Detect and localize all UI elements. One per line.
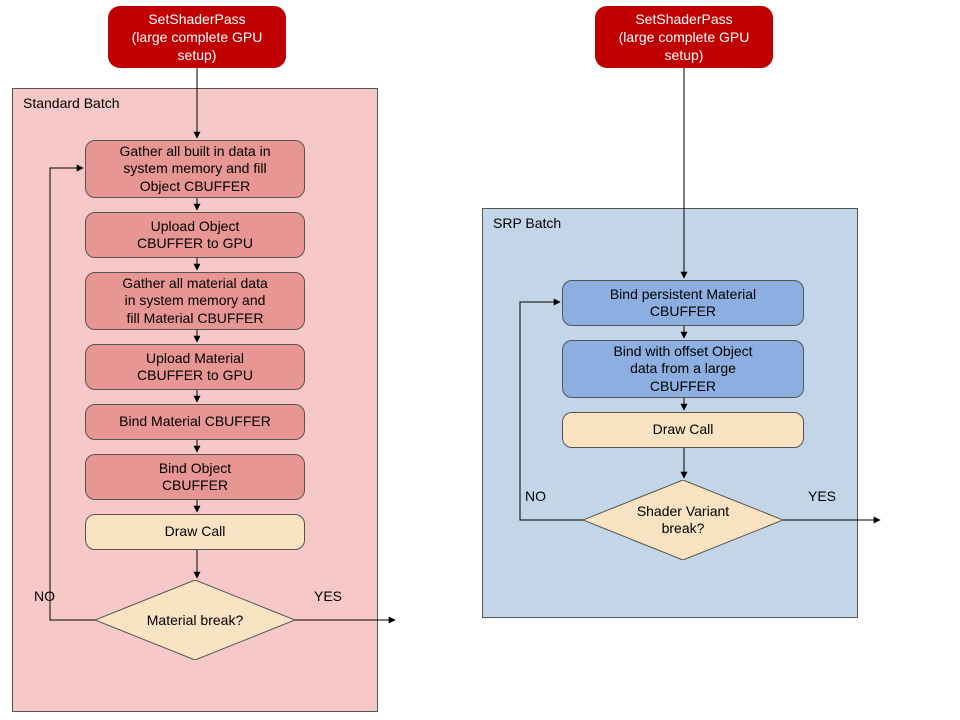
left-step-4: Bind Material CBUFFER xyxy=(85,404,305,440)
left-step-1: Upload ObjectCBUFFER to GPU xyxy=(85,212,305,258)
left-step-3: Upload MaterialCBUFFER to GPU xyxy=(85,344,305,390)
left-draw-call: Draw Call xyxy=(85,514,305,550)
left-step-5: Bind ObjectCBUFFER xyxy=(85,454,305,500)
right-no-label: NO xyxy=(525,488,546,504)
right-batch-title: SRP Batch xyxy=(493,215,561,231)
left-batch-title: Standard Batch xyxy=(23,95,120,111)
right-step-0: Bind persistent MaterialCBUFFER xyxy=(562,280,804,326)
right-start-node: SetShaderPass(large complete GPUsetup) xyxy=(595,6,773,68)
left-draw-text: Draw Call xyxy=(165,523,226,541)
left-no-label: NO xyxy=(34,588,55,604)
right-draw-call: Draw Call xyxy=(562,412,804,448)
left-decision: Material break? xyxy=(95,580,295,660)
left-start-text: SetShaderPass(large complete GPUsetup) xyxy=(132,10,263,65)
left-yes-label: YES xyxy=(314,588,342,604)
right-diamond-shape xyxy=(583,480,783,560)
right-start-text: SetShaderPass(large complete GPUsetup) xyxy=(619,10,750,65)
right-step-1: Bind with offset Objectdata from a large… xyxy=(562,340,804,398)
right-yes-label: YES xyxy=(808,488,836,504)
right-draw-text: Draw Call xyxy=(653,421,714,439)
left-diamond-shape xyxy=(95,580,295,660)
left-step-0: Gather all built in data insystem memory… xyxy=(85,140,305,198)
left-step-2: Gather all material datain system memory… xyxy=(85,272,305,330)
right-decision: Shader Variantbreak? xyxy=(583,480,783,560)
left-start-node: SetShaderPass(large complete GPUsetup) xyxy=(108,6,286,68)
